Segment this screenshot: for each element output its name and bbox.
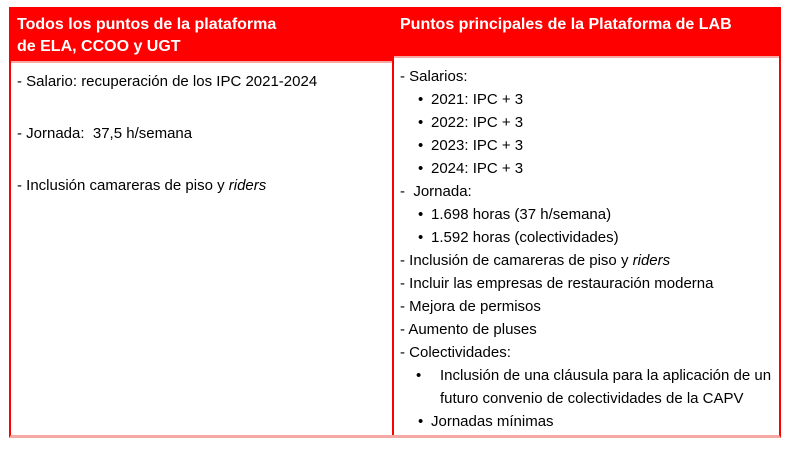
list-item: • 2021: IPC + 3 xyxy=(400,88,777,111)
item-text: 2021: IPC + 3 xyxy=(431,91,524,108)
item-text: 1.592 horas (colectividades) xyxy=(431,229,619,246)
column-body-lab: - Salarios: • 2021: IPC + 3 • 2022: IPC + 3 •… xyxy=(394,58,779,435)
item-text: 2022: IPC + 3 xyxy=(431,114,524,131)
list-item: - Aumento de pluses xyxy=(400,318,777,341)
list-item: - Jornada: 37,5 h/semana xyxy=(17,122,390,145)
column-header-ela-ccoo-ugt: Todos los puntos de la plataforma de ELA… xyxy=(11,7,392,63)
list-item: - Incluir las empresas de restauración m… xyxy=(400,272,777,295)
item-text: - Aumento de pluses xyxy=(400,321,537,338)
list-item: • 2024: IPC + 3 xyxy=(400,157,777,180)
list-item: - Mejora de permisos xyxy=(400,295,777,318)
bullet-icon: • xyxy=(418,229,424,246)
list-item: • 1.698 horas (37 h/semana) xyxy=(400,203,777,226)
list-item: - Salario: recuperación de los IPC 2021-… xyxy=(17,70,390,93)
list-item: - Jornada: xyxy=(400,180,777,203)
item-text: Inclusión de una cláusula para la aplica… xyxy=(440,367,772,407)
list-item: - Colectividades: xyxy=(400,341,777,364)
item-text: Jornadas mínimas xyxy=(431,413,554,430)
item-text: 2024: IPC + 3 xyxy=(431,160,524,177)
bullet-icon: • xyxy=(418,413,424,430)
item-text: 1.698 horas (37 h/semana) xyxy=(431,206,612,223)
item-text: - Jornada: xyxy=(400,183,472,200)
item-text: - Inclusión de camareras de piso y rider… xyxy=(400,252,671,269)
column-header-lab: Puntos principales de la Plataforma de L… xyxy=(394,7,779,58)
item-text: - Colectividades: xyxy=(400,344,511,361)
list-item: - Inclusión de camareras de piso y rider… xyxy=(400,249,777,272)
item-text: - Jornada: 37,5 h/semana xyxy=(17,125,193,142)
item-text: - Mejora de permisos xyxy=(400,298,541,315)
item-text: - Incluir las empresas de restauración m… xyxy=(400,275,714,292)
bullet-icon: • xyxy=(416,367,422,384)
list-item: - Inclusión camareras de piso y riders xyxy=(17,174,390,197)
column-lab: Puntos principales de la Plataforma de L… xyxy=(392,7,779,435)
column-ela-ccoo-ugt: Todos los puntos de la plataforma de ELA… xyxy=(11,7,392,435)
list-item: • Inclusión de una cláusula para la aplic… xyxy=(400,364,777,410)
list-item: - Salarios: xyxy=(400,65,777,88)
list-item: • 2022: IPC + 3 xyxy=(400,111,777,134)
item-text: - Inclusión camareras de piso y riders xyxy=(17,177,267,194)
bullet-icon: • xyxy=(418,137,424,154)
bullet-icon: • xyxy=(418,160,424,177)
bullet-icon: • xyxy=(418,114,424,131)
bullet-icon: • xyxy=(418,206,424,223)
list-item: • Jornadas mínimas xyxy=(400,410,777,433)
list-item: • 2023: IPC + 3 xyxy=(400,134,777,157)
platform-comparison-table: Todos los puntos de la plataforma de ELA… xyxy=(9,7,781,438)
bullet-icon: • xyxy=(418,91,424,108)
item-text: - Salarios: xyxy=(400,68,468,85)
item-text: 2023: IPC + 3 xyxy=(431,137,524,154)
list-item: • 1.592 horas (colectividades) xyxy=(400,226,777,249)
item-text: - Salario: recuperación de los IPC 2021-… xyxy=(17,73,318,90)
column-body-ela-ccoo-ugt: - Salario: recuperación de los IPC 2021-… xyxy=(11,63,392,435)
